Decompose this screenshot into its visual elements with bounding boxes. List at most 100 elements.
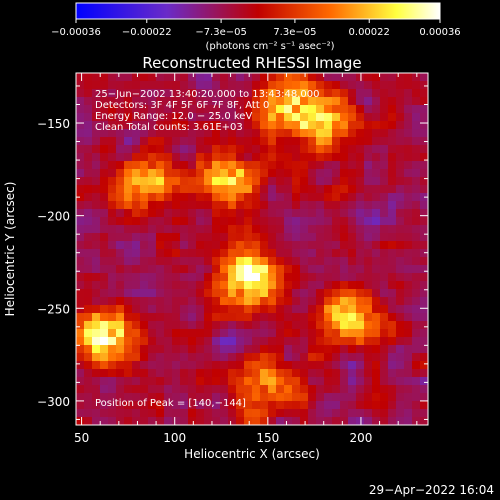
heat-cell	[84, 193, 93, 202]
heat-cell	[412, 377, 421, 386]
heat-cell	[332, 145, 341, 154]
heat-cell	[380, 393, 389, 402]
heat-cell	[92, 393, 101, 402]
heat-cell	[364, 313, 373, 322]
heat-cell	[124, 121, 133, 130]
heat-cell	[140, 129, 149, 138]
heat-cell	[92, 321, 101, 330]
heat-cell	[252, 369, 261, 378]
heat-cell	[204, 305, 213, 314]
heat-cell	[356, 209, 365, 218]
heat-cell	[220, 353, 229, 362]
heat-cell	[164, 73, 173, 82]
heat-cell	[204, 265, 213, 274]
heat-cell	[172, 241, 181, 250]
heat-cell	[388, 105, 397, 114]
heat-cell	[244, 345, 253, 354]
heat-cell	[132, 265, 141, 274]
heat-cell	[388, 225, 397, 234]
heat-cell	[316, 409, 325, 418]
heat-cell	[404, 401, 413, 410]
heat-cell	[324, 305, 333, 314]
heat-cell	[132, 193, 141, 202]
heat-cell	[204, 289, 213, 298]
heat-cell	[420, 289, 428, 298]
heat-cell	[204, 97, 213, 106]
heat-cell	[196, 265, 205, 274]
heat-cell	[116, 185, 125, 194]
heat-cell	[332, 313, 341, 322]
heat-cell	[204, 369, 213, 378]
heat-cell	[268, 393, 277, 402]
heat-cell	[196, 169, 205, 178]
heat-cell	[212, 297, 221, 306]
heat-cell	[244, 361, 253, 370]
heat-cell	[388, 129, 397, 138]
heat-cell	[132, 393, 141, 402]
heat-cell	[196, 185, 205, 194]
heat-cell	[356, 361, 365, 370]
heat-cell	[260, 185, 269, 194]
heat-cell	[212, 409, 221, 418]
heat-cell	[124, 417, 133, 425]
heat-cell	[196, 281, 205, 290]
heat-cell	[388, 177, 397, 186]
heat-cell	[412, 313, 421, 322]
heat-cell	[388, 113, 397, 122]
heat-cell	[292, 377, 301, 386]
heat-cell	[244, 113, 253, 122]
heat-cell	[356, 153, 365, 162]
heat-cell	[212, 345, 221, 354]
heat-cell	[164, 305, 173, 314]
heat-cell	[220, 297, 229, 306]
heat-cell	[364, 361, 373, 370]
heat-cell	[316, 249, 325, 258]
heat-cell	[404, 217, 413, 226]
heat-cell	[116, 113, 125, 122]
heat-cell	[292, 289, 301, 298]
heat-cell	[148, 401, 157, 410]
heat-cell	[140, 297, 149, 306]
heat-cell	[332, 225, 341, 234]
heat-cell	[172, 225, 181, 234]
heat-cell	[84, 409, 93, 418]
heat-cell	[396, 345, 405, 354]
heat-cell	[100, 89, 109, 98]
heat-cell	[188, 281, 197, 290]
heat-cell	[204, 225, 213, 234]
heat-cell	[380, 89, 389, 98]
heat-cell	[300, 329, 309, 338]
heat-cell	[252, 145, 261, 154]
heat-cell	[292, 169, 301, 178]
heat-cell	[212, 137, 221, 146]
heat-cell	[220, 417, 229, 425]
heat-cell	[148, 209, 157, 218]
heat-cell	[340, 297, 349, 306]
heat-cell	[236, 105, 245, 114]
heat-cell	[196, 313, 205, 322]
heat-cell	[148, 289, 157, 298]
heat-cell	[212, 393, 221, 402]
heat-cell	[300, 321, 309, 330]
heat-cell	[116, 321, 125, 330]
heat-cell	[308, 401, 317, 410]
heat-cell	[140, 345, 149, 354]
heat-cell	[228, 161, 237, 170]
heat-cell	[308, 257, 317, 266]
heat-cell	[300, 113, 309, 122]
heat-cell	[292, 265, 301, 274]
heat-cell	[236, 233, 245, 242]
heat-cell	[124, 225, 133, 234]
heat-cell	[300, 401, 309, 410]
heat-cell	[92, 289, 101, 298]
heat-cell	[140, 225, 149, 234]
heat-cell	[260, 353, 269, 362]
heat-cell	[116, 129, 125, 138]
heat-cell	[292, 353, 301, 362]
heat-cell	[372, 289, 381, 298]
heat-cell	[220, 209, 229, 218]
heat-cell	[380, 177, 389, 186]
heat-cell	[332, 193, 341, 202]
heat-cell	[308, 305, 317, 314]
heat-cell	[108, 265, 117, 274]
